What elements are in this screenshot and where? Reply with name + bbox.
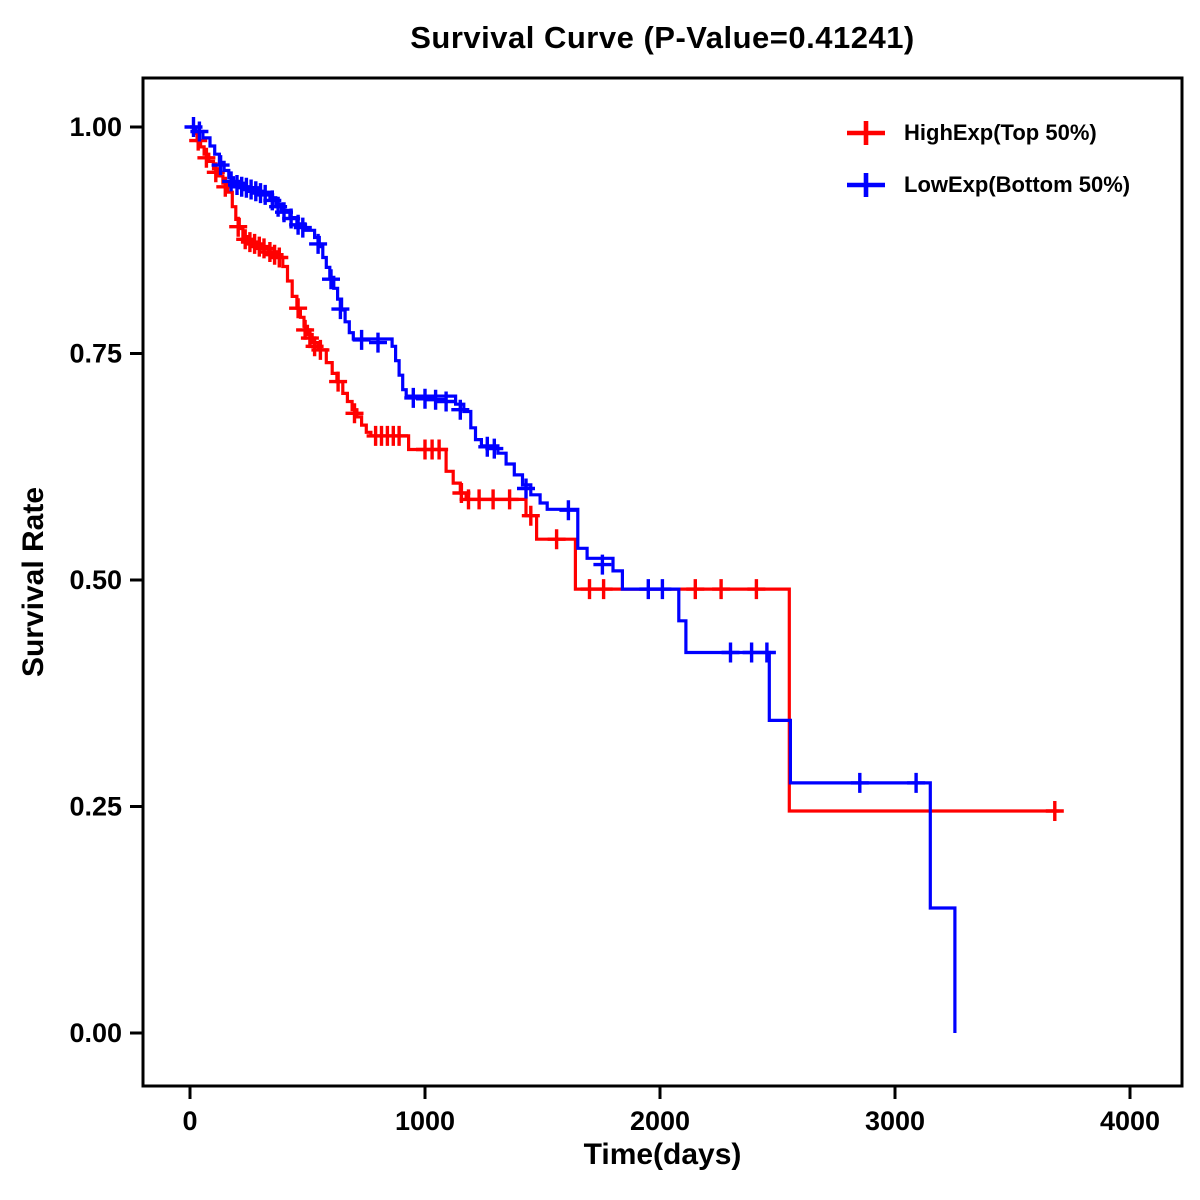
x-tick-label: 0 — [182, 1106, 197, 1136]
x-tick-label: 4000 — [1100, 1106, 1160, 1136]
x-tick-label: 3000 — [865, 1106, 925, 1136]
x-axis-label: Time(days) — [583, 1138, 742, 1171]
y-tick-label: 0.25 — [69, 792, 122, 822]
chart-title: Survival Curve (P-Value=0.41241) — [410, 20, 915, 55]
legend-label-lowexp: LowExp(Bottom 50%) — [904, 172, 1131, 197]
x-tick-label: 2000 — [630, 1106, 690, 1136]
y-tick-label: 1.00 — [69, 112, 122, 142]
y-tick-label: 0.75 — [69, 339, 122, 369]
censor-marks-lowexp — [184, 117, 926, 793]
lowexp-cross-icon — [847, 173, 885, 197]
y-tick-label: 0.50 — [69, 565, 122, 595]
x-tick-label: 1000 — [395, 1106, 455, 1136]
legend-item-lowexp: LowExp(Bottom 50%) — [844, 170, 1130, 200]
highexp-cross-icon — [847, 121, 885, 145]
legend-item-highexp: HighExp(Top 50%) — [844, 118, 1130, 148]
y-axis-label: Survival Rate — [17, 486, 50, 678]
legend-label-highexp: HighExp(Top 50%) — [904, 120, 1097, 145]
censor-marks-highexp — [189, 130, 1064, 821]
legend: HighExp(Top 50%) LowExp(Bottom 50%) — [844, 118, 1130, 200]
y-tick-label: 0.00 — [69, 1018, 122, 1048]
survival-curve-lowexp — [190, 125, 957, 1033]
plot-border — [141, 76, 1184, 1088]
survival-curve-highexp — [190, 125, 1060, 813]
